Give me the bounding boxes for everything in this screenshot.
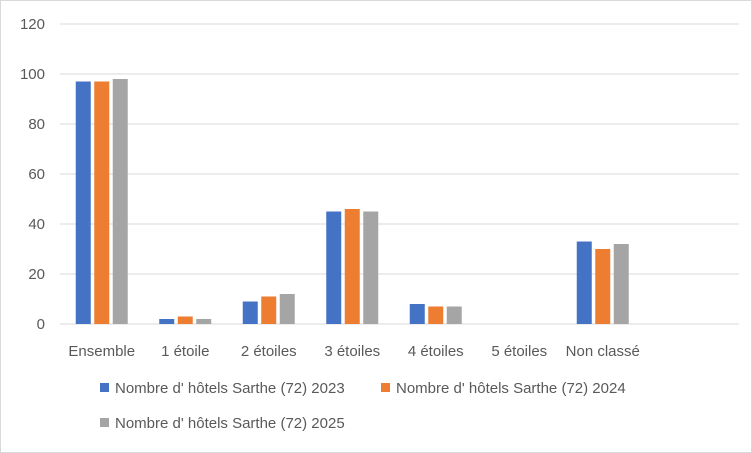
x-tick-label: 3 étoiles <box>324 343 380 360</box>
bar <box>242 301 258 324</box>
bar <box>94 81 110 324</box>
y-tick-label: 0 <box>37 316 45 333</box>
y-tick-label: 20 <box>28 266 45 283</box>
x-tick-label: 2 étoiles <box>241 343 297 360</box>
bar <box>344 209 360 324</box>
bar <box>363 211 379 324</box>
x-tick-label: Ensemble <box>68 343 135 360</box>
bar <box>576 241 592 324</box>
bar <box>595 249 611 324</box>
x-tick-label: 5 étoiles <box>491 343 547 360</box>
y-tick-label: 60 <box>28 166 45 183</box>
legend-label: Nombre d' hôtels Sarthe (72) 2024 <box>396 380 626 397</box>
bar <box>428 306 444 324</box>
legend-swatch <box>100 418 109 427</box>
bar <box>613 244 629 324</box>
legend-label: Nombre d' hôtels Sarthe (72) 2025 <box>115 415 345 432</box>
bar <box>446 306 462 324</box>
legend-swatch <box>381 383 390 392</box>
x-tick-label: 4 étoiles <box>408 343 464 360</box>
bar <box>159 319 175 324</box>
bar <box>75 81 91 324</box>
y-tick-label: 100 <box>20 66 45 83</box>
bar <box>112 79 128 324</box>
x-tick-label: 1 étoile <box>161 343 209 360</box>
y-tick-label: 80 <box>28 116 45 133</box>
bar <box>279 294 295 324</box>
legend-swatch <box>100 383 109 392</box>
bar <box>409 304 425 324</box>
y-tick-label: 120 <box>20 16 45 33</box>
bar <box>177 316 193 324</box>
bar <box>196 319 212 324</box>
legend-label: Nombre d' hôtels Sarthe (72) 2023 <box>115 380 345 397</box>
y-tick-label: 40 <box>28 216 45 233</box>
bar <box>326 211 342 324</box>
bar <box>261 296 277 324</box>
x-tick-label: Non classé <box>566 343 640 360</box>
